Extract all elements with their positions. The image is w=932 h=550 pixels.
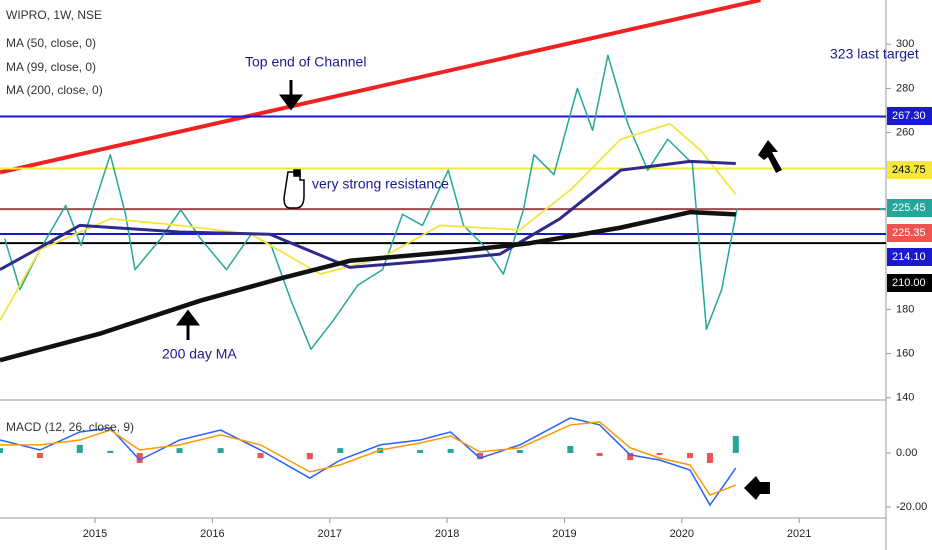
y-tick-label: 140	[896, 392, 914, 404]
x-tick-label: 2015	[83, 528, 107, 540]
y-tick-label: 160	[896, 347, 914, 359]
histogram-bar	[732, 435, 739, 453]
histogram-bar	[217, 448, 224, 453]
symbol-label: WIPRO, 1W, NSE	[6, 8, 102, 22]
histogram-bar	[567, 445, 574, 453]
x-tick-label: 2020	[670, 528, 694, 540]
arrow	[176, 309, 200, 340]
arrow	[758, 140, 782, 173]
macd-label: MACD (12, 26, close, 9)	[6, 420, 134, 434]
trend-line	[0, 0, 761, 175]
price-badge-label: 214.10	[892, 251, 926, 263]
y-tick-label: 180	[896, 303, 914, 315]
annotation: 200 day MA	[162, 346, 237, 362]
macd-line	[0, 421, 737, 496]
histogram-bar	[107, 450, 114, 453]
last-price-label: 225.45	[892, 202, 926, 214]
y-tick-label: 260	[896, 127, 914, 139]
arrow	[279, 80, 303, 111]
price-badge	[887, 248, 932, 266]
y-tick-label: -20.00	[896, 501, 927, 513]
price-badge-label: 225.35	[892, 227, 926, 239]
x-tick-label: 2021	[787, 528, 811, 540]
histogram-bar	[627, 452, 634, 460]
price-badge	[887, 274, 932, 292]
histogram-bar	[76, 444, 83, 453]
moving-average	[0, 159, 736, 271]
x-tick-label: 2018	[435, 528, 459, 540]
price-badge	[887, 224, 932, 242]
histogram-bar	[306, 452, 313, 460]
histogram-bar	[687, 452, 694, 459]
histogram-bar	[337, 448, 344, 453]
x-tick-label: 2019	[552, 528, 576, 540]
price-badge-label: 267.30	[892, 110, 926, 122]
y-tick-label: 280	[896, 82, 914, 94]
histogram-bar	[176, 448, 183, 453]
arrow	[744, 476, 770, 500]
price-line	[3, 54, 738, 350]
histogram-bar	[136, 452, 143, 463]
macd-line	[0, 417, 737, 507]
price-badge	[887, 107, 932, 125]
y-tick-label: 300	[896, 38, 914, 50]
ma-label: MA (50, close, 0)	[6, 36, 96, 50]
annotation: 323 last target	[830, 46, 919, 62]
histogram-bar	[476, 452, 483, 460]
histogram-bar	[596, 452, 603, 456]
histogram-bar	[447, 448, 454, 453]
x-tick-label: 2016	[200, 528, 224, 540]
histogram-bar	[36, 452, 43, 459]
histogram-bar	[417, 450, 424, 453]
histogram-bar	[516, 450, 523, 453]
histogram-bar	[0, 448, 3, 453]
annotation: very strong resistance	[312, 176, 449, 192]
histogram-bar	[706, 452, 713, 463]
histogram-bar	[257, 452, 264, 459]
price-badge-label: 210.00	[892, 277, 926, 289]
plot-area	[0, 0, 886, 507]
ma-label: MA (200, close, 0)	[6, 83, 103, 97]
moving-average	[0, 209, 736, 363]
ma-label: MA (99, close, 0)	[6, 60, 96, 74]
y-tick-label: 0.00	[896, 447, 917, 459]
annotation: Top end of Channel	[245, 54, 366, 70]
histogram-bar	[656, 452, 663, 455]
last-price-badge	[887, 199, 932, 217]
moving-average	[0, 122, 737, 321]
x-tick-label: 2017	[318, 528, 342, 540]
price-badge	[887, 161, 932, 179]
price-badge-label: 243.75	[892, 164, 926, 176]
hand-icon	[283, 169, 305, 209]
